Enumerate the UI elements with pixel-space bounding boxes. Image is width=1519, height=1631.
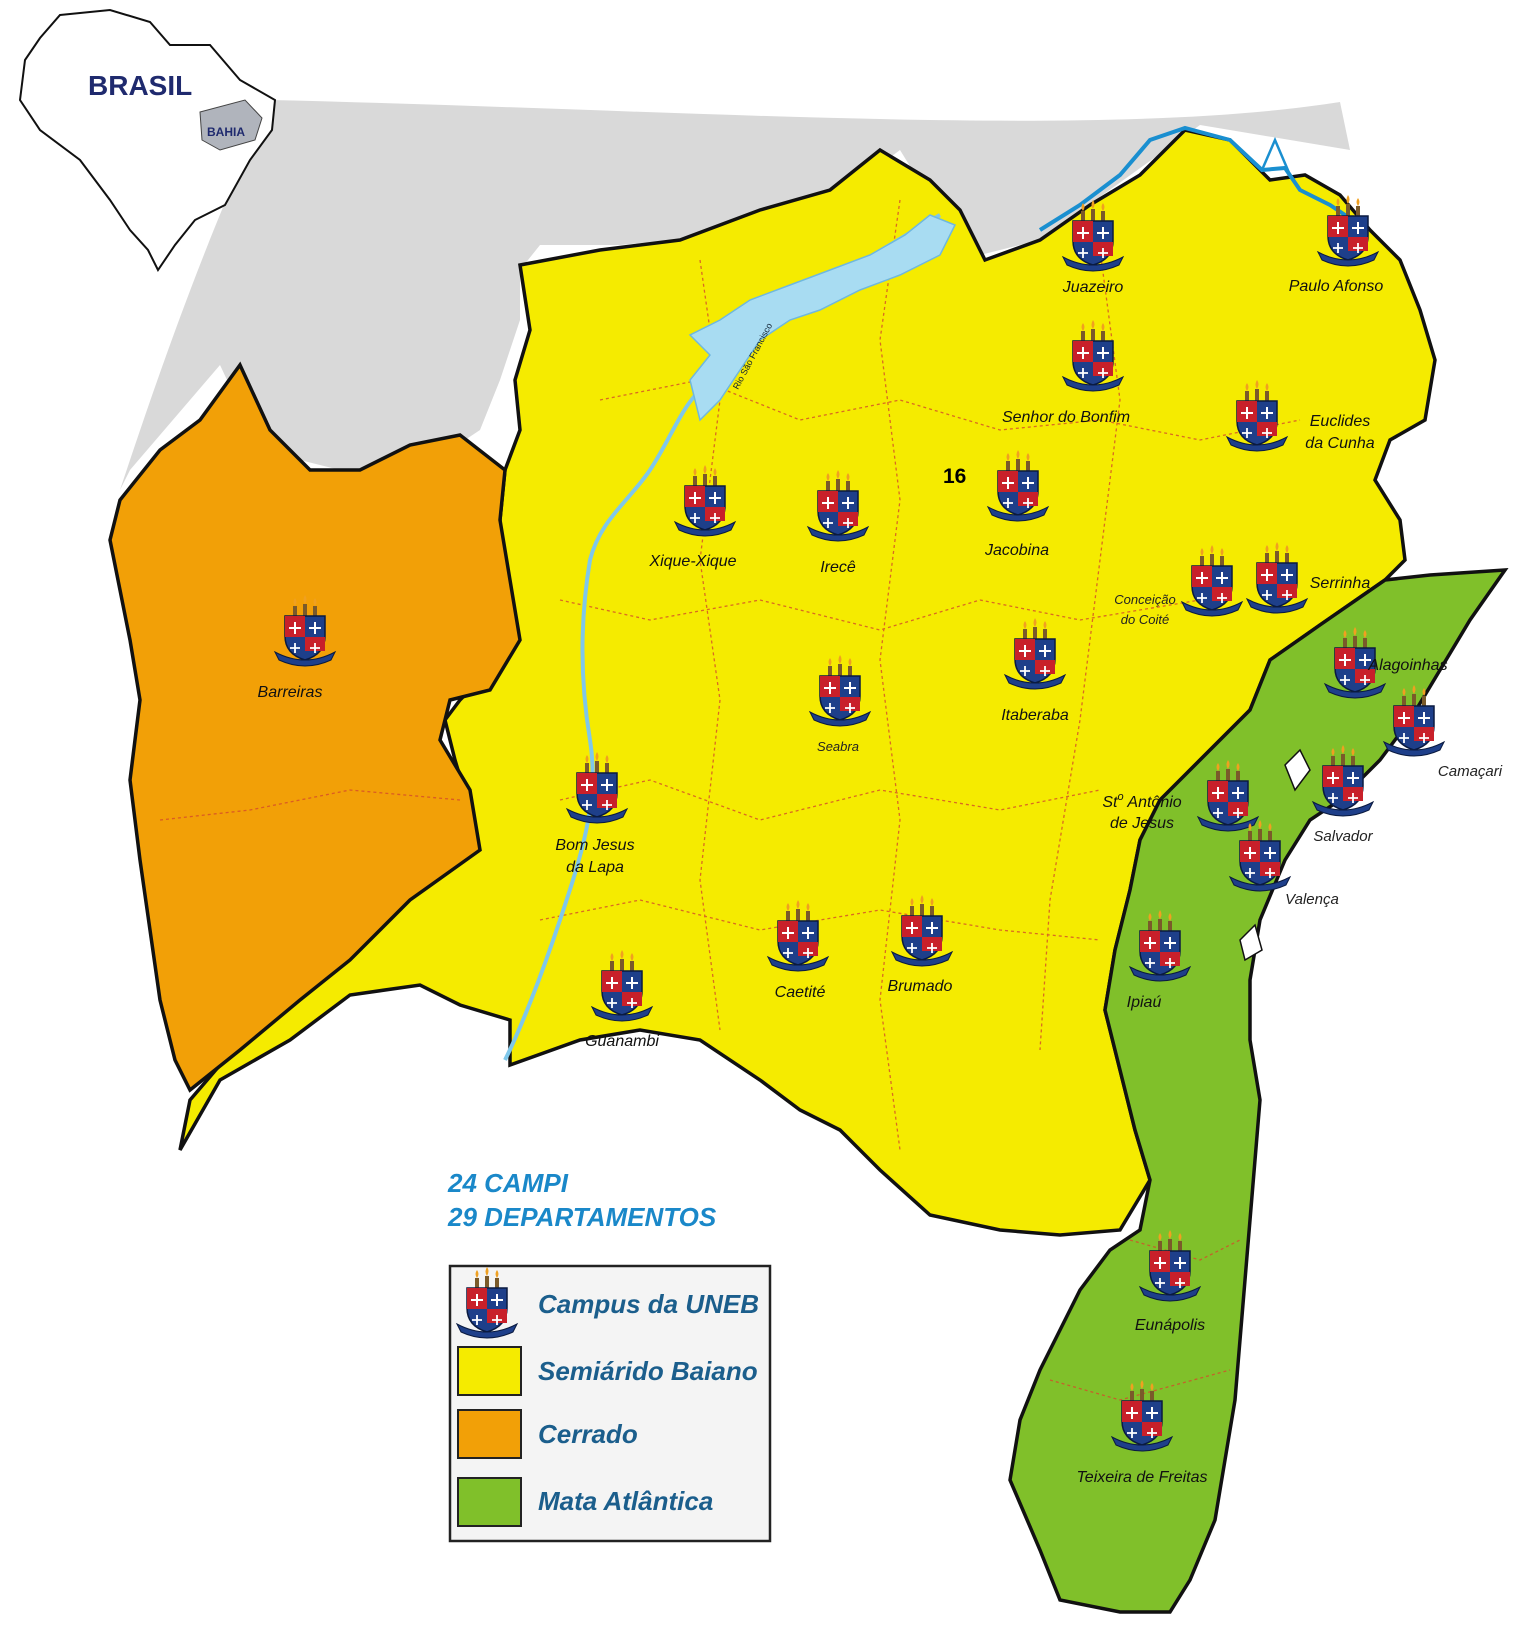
- country-label: BRASIL: [88, 70, 192, 101]
- campus-label: Xique-Xique: [648, 553, 736, 570]
- campus-label: Bom Jesus: [555, 837, 634, 854]
- campus-label: Ipiaú: [1127, 994, 1162, 1011]
- campus-label: Brumado: [888, 978, 953, 995]
- campus-label: Serrinha: [1310, 575, 1371, 592]
- legend-item-semiarido: Semiárido Baiano: [457, 1346, 758, 1396]
- campus-label: Itaberaba: [1001, 707, 1069, 724]
- campus-label: Teixeira de Freitas: [1076, 1469, 1207, 1486]
- neighbor-states: [120, 100, 1350, 490]
- campus-label: Conceição: [1114, 592, 1175, 607]
- legend-label: Semiárido Baiano: [538, 1356, 758, 1386]
- campus-label-line2: da Cunha: [1305, 435, 1374, 452]
- bay-islands: [1239, 748, 1311, 962]
- campus-markers: Juazeiro Paulo Afonso Senhor do Bonfim E…: [258, 194, 1503, 1486]
- region-number: 16: [943, 465, 966, 488]
- stats-campi: 24 CAMPI: [447, 1168, 569, 1198]
- campus-label: Juazeiro: [1062, 279, 1124, 296]
- campus-label-line2: do Coité: [1121, 612, 1169, 627]
- campus-label: Eunápolis: [1135, 1317, 1205, 1334]
- legend-label: Campus da UNEB: [538, 1289, 759, 1319]
- campus-label: Salvador: [1313, 828, 1373, 845]
- brazil-inset-map: BRASIL BAHIA: [18, 8, 277, 272]
- stats-block: 24 CAMPI 29 DEPARTAMENTOS: [447, 1168, 717, 1232]
- legend-item-campus: Campus da UNEB: [456, 1266, 759, 1339]
- campus-label-line2: de Jesus: [1110, 815, 1174, 832]
- campus-label: Alagoinhas: [1367, 657, 1447, 674]
- legend-label: Cerrado: [538, 1419, 638, 1449]
- campus-label: Barreiras: [258, 684, 323, 701]
- legend-label: Mata Atlântica: [538, 1486, 713, 1516]
- campus-label: Seabra: [817, 739, 859, 754]
- campus-label: Guanambi: [585, 1033, 659, 1050]
- legend-swatch: [457, 1346, 522, 1396]
- legend-swatch: [457, 1477, 522, 1527]
- stats-departamentos: 29 DEPARTAMENTOS: [447, 1202, 717, 1232]
- territory-divisions: [159, 199, 1301, 1401]
- campus-label: Jacobina: [984, 542, 1049, 559]
- legend-swatch: [457, 1409, 522, 1459]
- legend-item-cerrado: Cerrado: [457, 1409, 638, 1459]
- campus-label: Euclides: [1310, 413, 1370, 430]
- campus-label: Senhor do Bonfim: [1002, 409, 1130, 426]
- campus-label: Irecê: [820, 559, 856, 576]
- state-label: BAHIA: [207, 125, 245, 139]
- campus-label: Paulo Afonso: [1289, 278, 1384, 295]
- campus-label: Caetité: [775, 984, 826, 1001]
- legend: Campus da UNEB Semiárido Baiano Cerrado …: [448, 1264, 772, 1543]
- campus-label-line2: da Lapa: [566, 859, 624, 876]
- campus-label: Sto Antônio: [1102, 791, 1181, 811]
- campus-label: Camaçari: [1438, 763, 1503, 780]
- legend-item-mata-atlantica: Mata Atlântica: [457, 1477, 713, 1527]
- region-cerrado: [108, 361, 522, 1093]
- campus-label: Valença: [1285, 891, 1339, 908]
